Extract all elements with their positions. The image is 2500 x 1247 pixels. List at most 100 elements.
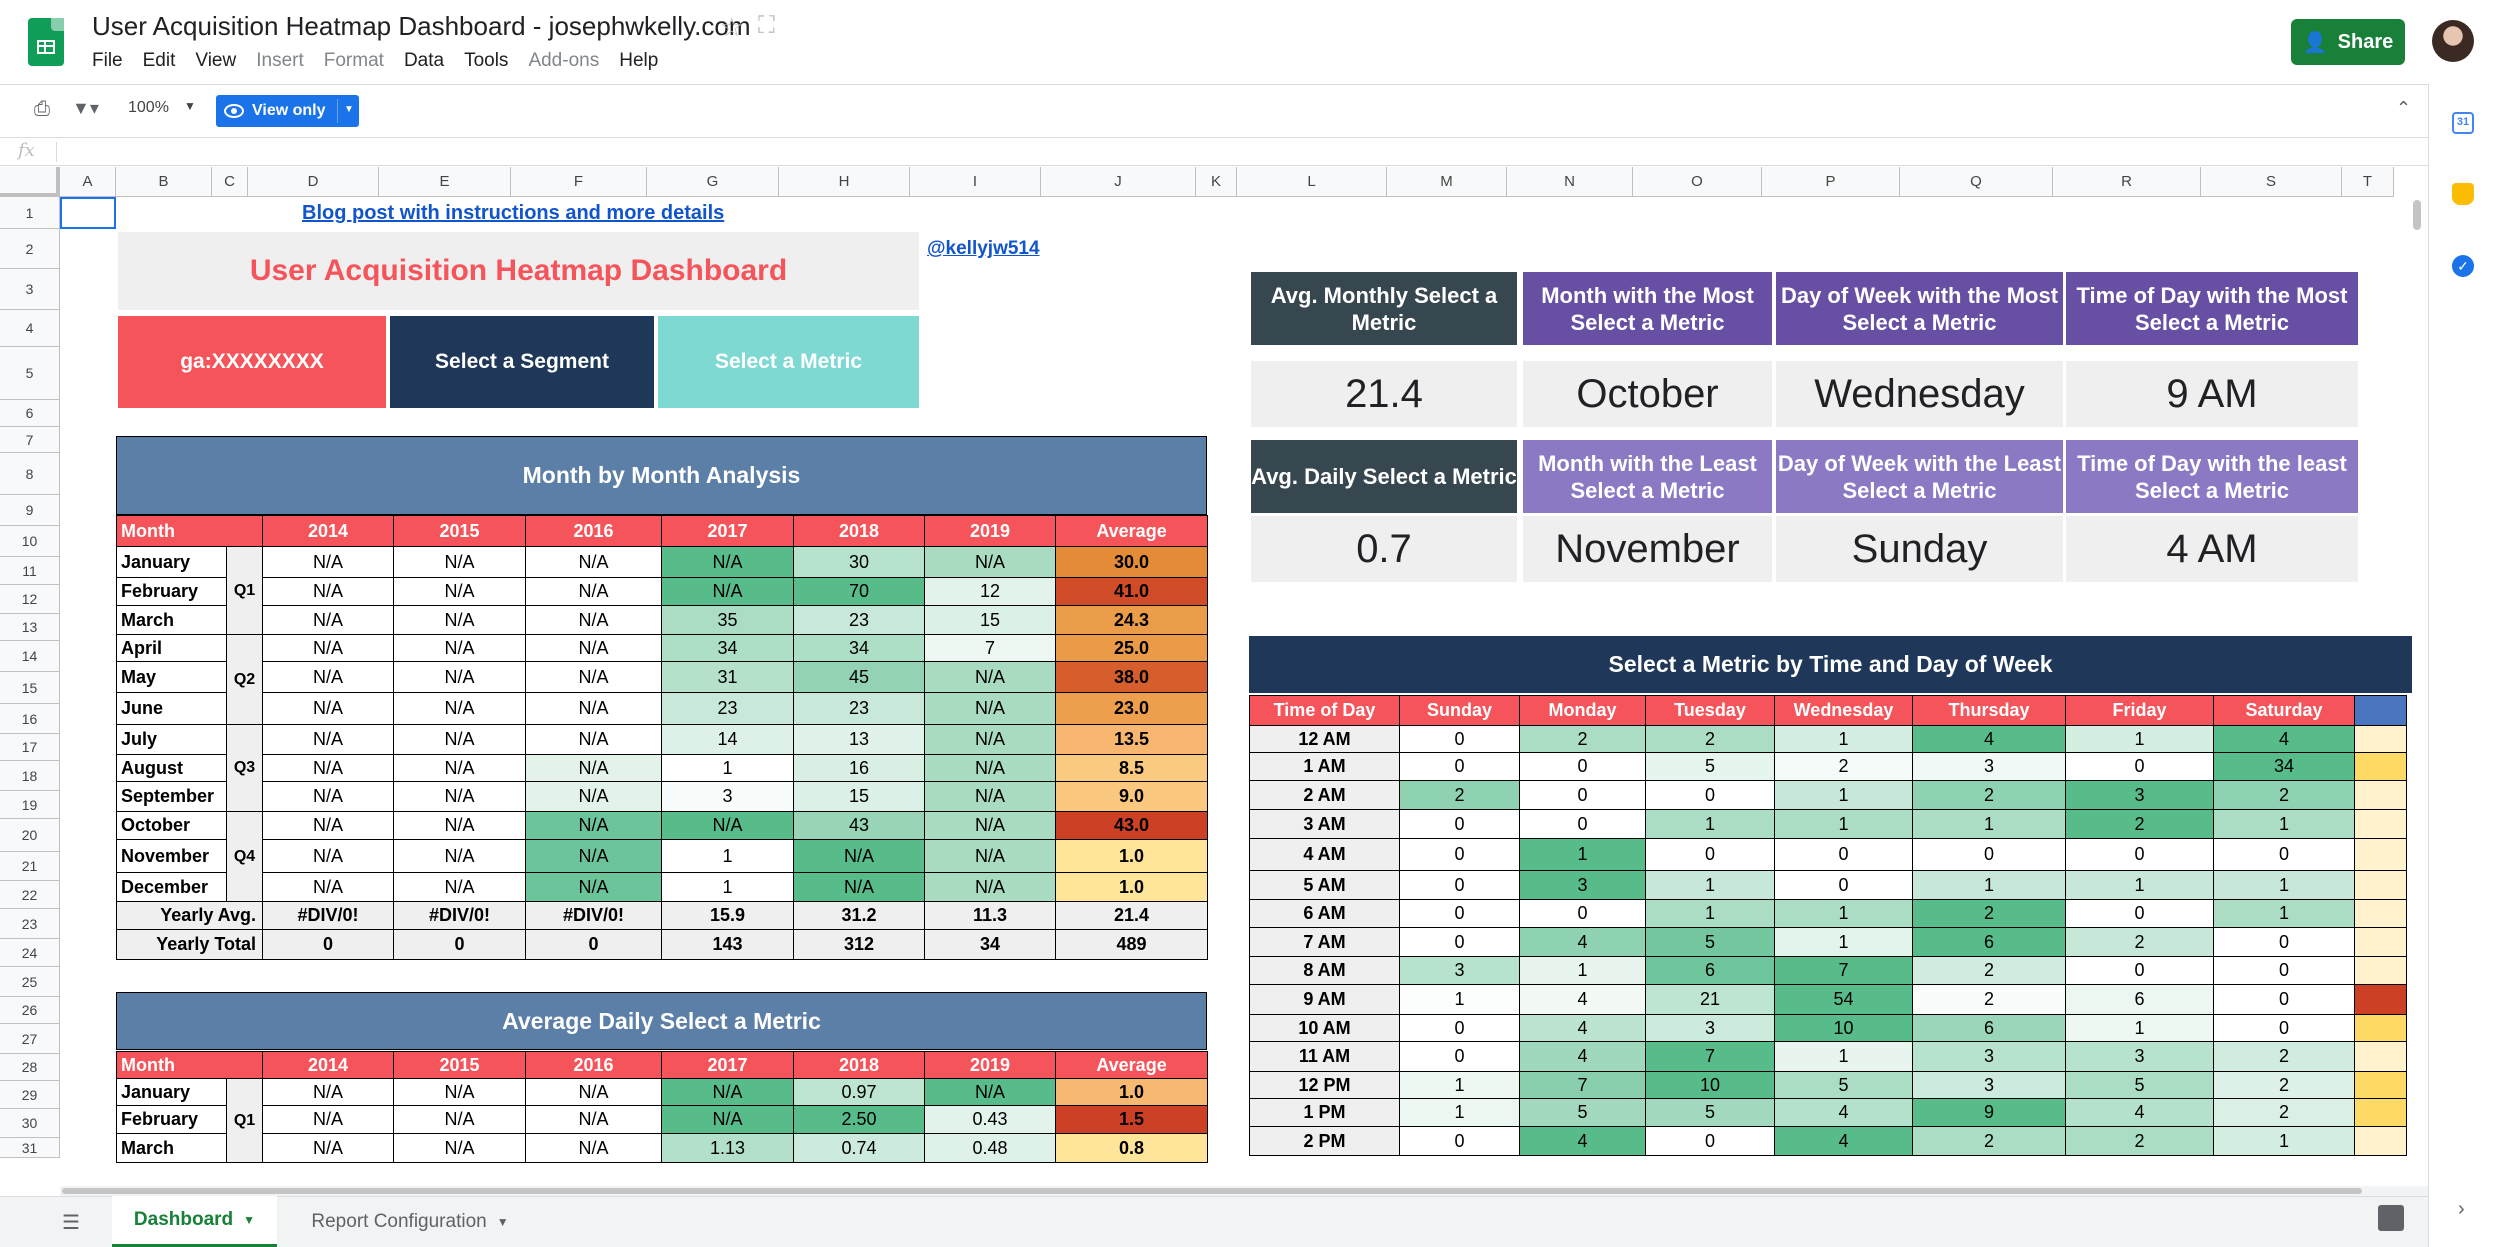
row-header[interactable]: 10 (0, 526, 60, 557)
column-header[interactable]: D (248, 167, 379, 197)
column-header[interactable]: F (511, 167, 647, 197)
filter-icon[interactable]: ▼▾ (72, 98, 99, 118)
column-header[interactable]: I (910, 167, 1041, 197)
row-header[interactable]: 18 (0, 761, 60, 791)
column-header: Time of Day (1249, 695, 1400, 726)
menu-edit[interactable]: Edit (142, 50, 176, 71)
row-header[interactable]: 14 (0, 641, 60, 672)
column-header[interactable]: C (212, 167, 248, 197)
column-header[interactable]: O (1633, 167, 1762, 197)
row-header[interactable]: 3 (0, 269, 60, 310)
row-header[interactable]: 7 (0, 427, 60, 453)
row-header[interactable]: 22 (0, 881, 60, 909)
row-header[interactable]: 26 (0, 997, 60, 1024)
column-header[interactable]: B (116, 167, 212, 197)
column-header[interactable]: A (60, 167, 116, 197)
row-header[interactable]: 6 (0, 400, 60, 427)
row-header[interactable]: 20 (0, 819, 60, 852)
view-only-button[interactable]: View only ▼ (216, 95, 359, 127)
tab-dashboard[interactable]: Dashboard ▼ (112, 1196, 277, 1247)
data-cell: N/A (393, 661, 527, 693)
row-header[interactable]: 1 (0, 197, 60, 229)
average-cell: 1.0 (1055, 839, 1209, 873)
share-button[interactable]: 👤 Share (2291, 19, 2405, 65)
column-header[interactable]: P (1762, 167, 1900, 197)
column-header[interactable]: N (1507, 167, 1633, 197)
collapse-toolbar-icon[interactable]: ⌃ (2396, 98, 2412, 118)
twitter-link[interactable]: @kellyjw514 (927, 238, 1040, 259)
print-icon[interactable]: ⎙ (34, 98, 50, 120)
menu-format[interactable]: Format (323, 50, 384, 71)
all-sheets-icon[interactable]: ☰ (62, 1212, 80, 1234)
row-header[interactable]: 31 (0, 1138, 60, 1158)
document-title[interactable]: User Acquisition Heatmap Dashboard - jos… (92, 11, 751, 41)
row-header[interactable]: 9 (0, 495, 60, 526)
column-header[interactable]: G (647, 167, 779, 197)
column-header[interactable]: R (2053, 167, 2201, 197)
move-to-folder-icon[interactable]: ⛶ (758, 12, 775, 39)
menu-view[interactable]: View (195, 50, 237, 71)
menu-insert[interactable]: Insert (256, 50, 304, 71)
menu-help[interactable]: Help (619, 50, 659, 71)
row-header[interactable]: 4 (0, 310, 60, 347)
row-header[interactable]: 25 (0, 967, 60, 997)
chevron-down-icon[interactable]: ▼ (184, 99, 196, 113)
row-header[interactable]: 11 (0, 557, 60, 585)
menu-addons[interactable]: Add-ons (528, 50, 600, 71)
star-icon[interactable]: ☆ (720, 12, 744, 42)
row-header[interactable]: 29 (0, 1081, 60, 1109)
column-header[interactable]: S (2201, 167, 2342, 197)
row-header[interactable]: 19 (0, 791, 60, 819)
keep-icon[interactable] (2452, 183, 2474, 205)
row-header[interactable]: 21 (0, 852, 60, 881)
explore-icon[interactable] (2378, 1205, 2404, 1231)
row-header[interactable]: 23 (0, 909, 60, 939)
vertical-scrollbar[interactable] (2410, 197, 2424, 1186)
tasks-icon[interactable]: ✓ (2452, 255, 2474, 277)
row-header[interactable]: 16 (0, 704, 60, 734)
avatar[interactable] (2432, 20, 2474, 62)
column-header[interactable]: J (1041, 167, 1196, 197)
chevron-down-icon[interactable]: ▼ (496, 1214, 509, 1229)
chevron-down-icon[interactable]: ▼ (344, 104, 354, 115)
row-header[interactable]: 17 (0, 734, 60, 761)
row-header[interactable]: 2 (0, 229, 60, 269)
row-header[interactable]: 8 (0, 453, 60, 495)
column-header[interactable]: E (379, 167, 511, 197)
column-header[interactable]: L (1237, 167, 1387, 197)
menu-data[interactable]: Data (403, 50, 445, 71)
chevron-right-icon[interactable]: › (2458, 1198, 2465, 1220)
formula-bar[interactable] (0, 138, 2428, 166)
row-header[interactable]: 12 (0, 585, 60, 614)
row-header[interactable]: 30 (0, 1109, 60, 1138)
column-header[interactable]: M (1387, 167, 1507, 197)
selected-cell[interactable] (60, 197, 116, 229)
row-header[interactable]: 24 (0, 939, 60, 967)
blog-post-link[interactable]: Blog post with instructions and more det… (302, 202, 725, 224)
column-header[interactable]: H (779, 167, 910, 197)
column-header[interactable]: K (1196, 167, 1237, 197)
data-cell: 7 (1519, 1071, 1646, 1099)
vertical-scroll-thumb[interactable] (2413, 200, 2421, 230)
calendar-icon[interactable]: 31 (2452, 112, 2474, 134)
select-all-corner[interactable] (0, 167, 60, 197)
table-row: 1 PM 1 5 5 4 9 4 2 (1249, 1098, 2407, 1127)
column-header[interactable]: Q (1900, 167, 2053, 197)
metric-selector[interactable]: Select a Metric (658, 316, 919, 408)
sheets-logo-icon[interactable] (28, 18, 64, 66)
menu-file[interactable]: File (92, 50, 123, 71)
row-header[interactable]: 5 (0, 347, 60, 400)
tab-report-configuration[interactable]: Report Configuration ▼ (290, 1196, 530, 1247)
row-header[interactable]: 28 (0, 1054, 60, 1081)
segment-selector[interactable]: Select a Segment (390, 316, 654, 408)
menu-tools[interactable]: Tools (464, 50, 509, 71)
horizontal-scroll-thumb[interactable] (62, 1188, 2362, 1194)
column-header[interactable]: T (2342, 167, 2394, 197)
zoom-select[interactable]: 100% (128, 99, 169, 116)
row-header[interactable]: 27 (0, 1024, 60, 1054)
row-header[interactable]: 13 (0, 614, 60, 641)
ga-view-id-cell[interactable]: ga:XXXXXXXX (118, 316, 386, 408)
total-cell (2354, 1014, 2407, 1042)
chevron-down-icon[interactable]: ▼ (243, 1213, 256, 1227)
row-header[interactable]: 15 (0, 672, 60, 704)
